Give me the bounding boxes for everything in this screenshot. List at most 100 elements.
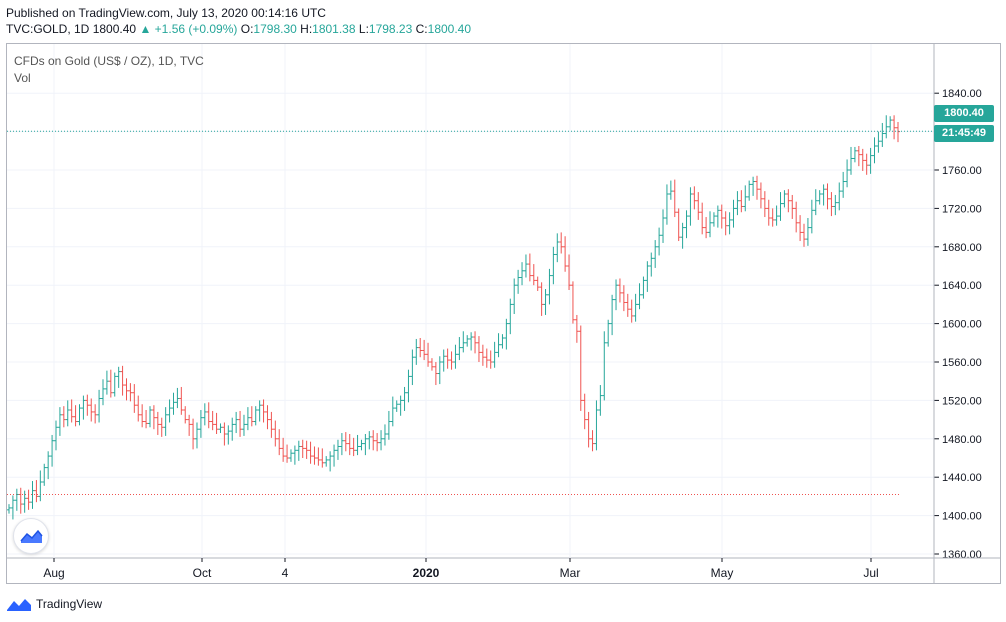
ohlc-bar <box>410 349 415 386</box>
countdown-tag: 21:45:49 <box>934 125 994 142</box>
ohlc-bar <box>845 159 850 188</box>
ohlc-bar <box>120 365 125 396</box>
symbol-label: TVC:GOLD, 1D <box>6 22 90 36</box>
ohlc-bar <box>245 407 250 431</box>
ohlc-bar <box>633 293 638 322</box>
ohlc-bar <box>715 205 720 228</box>
ohlc-bar <box>100 379 105 406</box>
ohlc-bar <box>696 192 701 220</box>
ohlc-bar <box>320 448 325 468</box>
ohlc-bar <box>731 199 736 228</box>
ohlc-bar <box>81 395 86 420</box>
ohlc-bar <box>22 490 27 513</box>
ohlc-bar <box>770 208 775 227</box>
ohlc-bar <box>285 444 290 463</box>
y-tick-label: 1360.00 <box>942 549 982 561</box>
ohlc-bar <box>300 439 305 458</box>
ohlc-bar <box>406 369 411 403</box>
ohlc-bar <box>194 422 199 449</box>
ohlc-bar <box>817 190 822 205</box>
ohlc-bar <box>653 240 658 268</box>
ohlc-bar <box>476 336 481 362</box>
ohlc-bar <box>457 337 462 361</box>
ohlc-bar <box>868 147 873 174</box>
ohlc-bar <box>316 447 321 466</box>
ohlc-bar <box>226 425 231 445</box>
ohlc-bar <box>371 430 376 451</box>
ohlc-bar <box>202 403 207 426</box>
ohlc-bar <box>382 424 387 446</box>
x-tick-label: Oct <box>193 566 212 580</box>
ohlc-bar <box>880 122 885 147</box>
ohlc-bar <box>766 199 771 226</box>
ohlc-bar <box>249 406 254 427</box>
ohlc-bar <box>429 358 434 371</box>
x-tick-label: Mar <box>560 566 581 580</box>
ohlc-bar <box>829 192 834 217</box>
ohlc-bar <box>335 439 340 460</box>
ohlc-bar <box>394 400 399 412</box>
ohlc-bar <box>128 383 133 402</box>
ohlc-bar <box>657 227 662 256</box>
ohlc-bar <box>89 398 94 422</box>
ohlc-bar <box>339 433 344 456</box>
ohlc-bar <box>747 180 752 201</box>
ohlc-bar <box>523 254 528 278</box>
ohlc-bar <box>484 348 489 368</box>
ohlc-bar <box>116 366 121 388</box>
ohlc-bar <box>708 211 713 238</box>
tradingview-badge-icon[interactable] <box>13 518 49 554</box>
x-tick-label: 4 <box>282 566 289 580</box>
ohlc-bar <box>704 217 709 239</box>
ohlc-bar <box>582 393 587 430</box>
ohlc-bar <box>93 404 98 424</box>
ohlc-bar <box>872 137 877 164</box>
ohlc-bar <box>359 439 364 451</box>
ohlc-bar <box>175 387 180 409</box>
ohlc-bar <box>621 285 626 312</box>
ohlc-bar <box>257 400 262 422</box>
ohlc-bar <box>794 201 799 233</box>
ohlc-bar <box>719 204 724 229</box>
ohlc-bar <box>500 334 505 349</box>
ohlc-bar <box>77 404 82 426</box>
ohlc-bar <box>46 451 51 480</box>
ohlc-bar <box>312 446 317 465</box>
ohlc-bar <box>684 210 689 239</box>
ohlc-bar <box>852 146 857 163</box>
ohlc-bar <box>85 394 90 416</box>
published-caption: Published on TradingView.com, July 13, 2… <box>6 6 326 20</box>
ohlc-bar <box>672 179 677 218</box>
ohlc-bar <box>390 396 395 427</box>
ohlc-bar <box>332 444 337 467</box>
ohlc-bar <box>132 384 137 413</box>
tradingview-footer-logo[interactable]: TradingView <box>6 596 102 612</box>
ohlc-bar <box>292 445 297 465</box>
ohlc-bar <box>492 341 497 368</box>
ohlc-bar <box>547 268 552 305</box>
ohlc-bar <box>676 208 681 242</box>
ohlc-bar <box>743 185 748 212</box>
ohlc-bar <box>774 205 779 226</box>
ohlc-bar <box>892 115 897 140</box>
ohlc-bar <box>453 344 458 369</box>
ohlc-bar <box>563 236 568 272</box>
ohlc-bar <box>136 395 141 422</box>
ohlc-bar <box>508 298 513 335</box>
ohlc-bar <box>265 405 270 430</box>
chart-frame[interactable] <box>6 43 1001 584</box>
ohlc-bar <box>296 440 301 461</box>
ohlc-bar <box>277 429 282 456</box>
change-arrow-icon: ▲ <box>139 22 152 36</box>
ohlc-bar <box>629 299 634 323</box>
ohlc-bar <box>288 449 293 462</box>
close-value: 1800.40 <box>427 22 472 36</box>
ohlc-bar <box>700 202 705 235</box>
high-value: 1801.38 <box>312 22 356 36</box>
ohlc-bar <box>367 431 372 450</box>
tradingview-logo-icon <box>7 599 31 611</box>
ohlc-bar <box>531 264 536 286</box>
ohlc-bar <box>798 215 803 242</box>
y-tick-label: 1760.00 <box>942 165 982 177</box>
